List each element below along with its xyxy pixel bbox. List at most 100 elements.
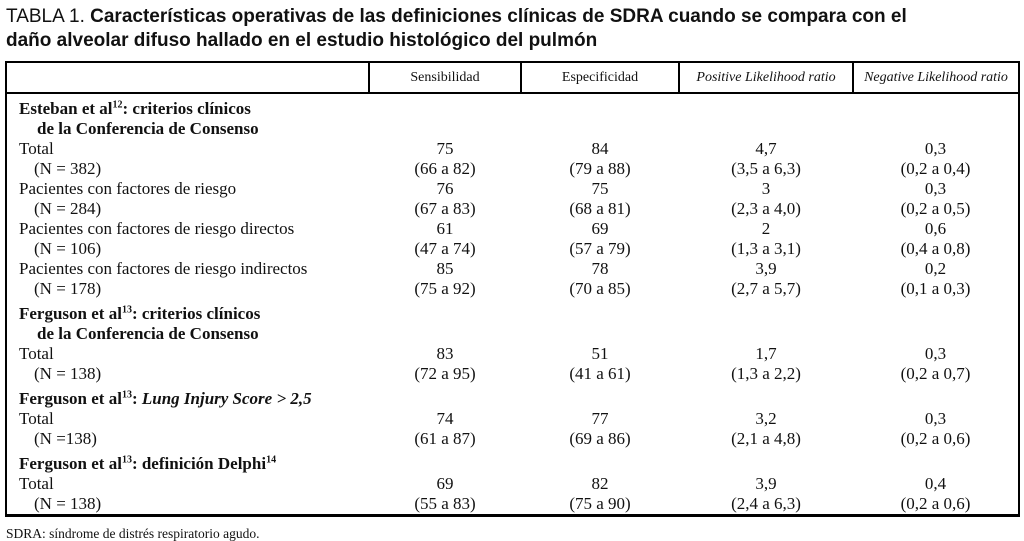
value-cell: 75 (66 a 82): [369, 139, 521, 179]
section-heading: Ferguson et al13: criterios clínicos de l…: [6, 299, 1019, 344]
confidence-interval: (0,2 a 0,5): [900, 199, 971, 218]
confidence-interval: (1,3 a 3,1): [731, 239, 801, 258]
point-estimate: 77: [591, 409, 609, 428]
value-cell: 61 (47 a 74): [369, 219, 521, 259]
table-row: Total (N = 138) 83 (72 a 95) 51 (41 a 61) 1,7(…: [6, 344, 1019, 384]
row-label-cell: Total (N =138): [6, 409, 369, 449]
point-estimate: 74: [436, 409, 454, 428]
value-cell: 69 (55 a 83): [369, 474, 521, 516]
confidence-interval: (47 a 74): [414, 239, 476, 258]
value-cell: 3 (2,3 a 4,0): [679, 179, 853, 219]
results-table: Sensibilidad Especificidad Positive Like…: [5, 61, 1020, 517]
point-estimate: 85: [436, 259, 454, 278]
row-label: Total: [19, 344, 54, 363]
table-caption-text: Características operativas de las defini…: [6, 6, 907, 51]
column-header-sensibilidad: Sensibilidad: [368, 62, 521, 94]
value-cell: 0,4 (0,2 a 0,6): [853, 474, 1019, 516]
confidence-interval: (0,2 a 0,4): [900, 159, 971, 178]
confidence-interval: (61 a 87): [414, 429, 476, 448]
confidence-interval: (79 a 88): [569, 159, 631, 178]
column-header-empty: [6, 62, 369, 94]
point-estimate: 4,7: [755, 139, 777, 158]
value-cell: 3,9 (2,7 a 5,7): [679, 259, 853, 299]
confidence-interval: (0,2 a 0,7): [900, 364, 971, 383]
row-label: Pacientes con factores de riesgo indirec…: [19, 259, 308, 278]
value-cell: 69 (57 a 79): [521, 219, 679, 259]
row-label-cell: Total (N = 138): [6, 344, 369, 384]
confidence-interval: (3,5 a 6,3): [731, 159, 801, 178]
point-estimate: 75: [591, 179, 609, 198]
row-label: Total: [19, 139, 54, 158]
table-row: Total (N =138) 74 (61 a 87) 77 (69 a 86) 3,2 (2…: [6, 409, 1019, 449]
table-caption: TABLA 1. Características operativas de l…: [0, 0, 971, 53]
point-estimate: 0,2: [924, 259, 947, 278]
row-n-count: (N = 284): [34, 199, 102, 218]
value-cell: 84 (79 a 88): [521, 139, 679, 179]
table-body: Esteban et al12: criterios clínicos de la…: [6, 93, 1019, 516]
confidence-interval: (67 a 83): [414, 199, 476, 218]
confidence-interval: (69 a 86): [569, 429, 631, 448]
value-cell: 76 (67 a 83): [369, 179, 521, 219]
point-estimate: 51: [591, 344, 609, 363]
value-cell: 0,3 (0,2 a 0,5): [853, 179, 1019, 219]
confidence-interval: (41 a 61): [569, 364, 631, 383]
point-estimate: 69: [436, 474, 454, 493]
confidence-interval: (55 a 83): [414, 494, 476, 513]
row-label-cell: Pacientes con factores de riesgo directo…: [6, 219, 369, 259]
row-n-count: (N = 178): [34, 279, 102, 298]
point-estimate: 3,9: [755, 259, 777, 278]
value-cell: 0,6 (0,4 a 0,8): [853, 219, 1019, 259]
column-header-negative-likelihood-ratio: Negative Likelihood ratio: [852, 62, 1019, 94]
value-cell: 51 (41 a 61): [521, 344, 679, 384]
table-header-row: Sensibilidad Especificidad Positive Like…: [6, 62, 1019, 94]
row-n-count: (N = 138): [34, 494, 102, 513]
section-heading-row: Ferguson et al13: definición Delphi14: [6, 449, 1019, 474]
value-cell: 4,7 (3,5 a 6,3): [679, 139, 853, 179]
value-cell: 85 (75 a 92): [369, 259, 521, 299]
point-estimate: 3: [761, 179, 771, 198]
row-n-count: (N = 106): [34, 239, 102, 258]
row-label: Pacientes con factores de riesgo: [19, 179, 237, 198]
value-cell: 77 (69 a 86): [521, 409, 679, 449]
row-label: Total: [19, 409, 54, 428]
row-label: Total: [19, 474, 54, 493]
point-estimate: 3,2: [755, 409, 777, 428]
row-n-count: (N = 382): [34, 159, 102, 178]
row-label-cell: Total (N = 382): [6, 139, 369, 179]
value-cell: 0,3 (0,2 a 0,6): [853, 409, 1019, 449]
confidence-interval: (2,1 a 4,8): [731, 429, 801, 448]
confidence-interval: (75 a 90): [569, 494, 631, 513]
value-cell: 0,2 (0,1 a 0,3): [853, 259, 1019, 299]
point-estimate: 82: [591, 474, 609, 493]
section-heading: Esteban et al12: criterios clínicos de la…: [6, 93, 1019, 139]
point-estimate: 83: [436, 344, 454, 363]
confidence-interval: (1,3 a 2,2): [731, 364, 801, 383]
table-row: Pacientes con factores de riesgo indirec…: [6, 259, 1019, 299]
section-heading-row: Ferguson et al13: criterios clínicos de l…: [6, 299, 1019, 344]
point-estimate: 61: [436, 219, 454, 238]
table-row: Total (N = 138) 69 (55 a 83) 82 (75 a 90) 3,9(…: [6, 474, 1019, 516]
value-cell: 0,3 (0,2 a 0,7): [853, 344, 1019, 384]
section-heading-line2: de la Conferencia de Consenso: [37, 119, 259, 138]
point-estimate: 76: [436, 179, 454, 198]
confidence-interval: (0,2 a 0,6): [900, 494, 971, 513]
point-estimate: 78: [591, 259, 609, 278]
section-heading: Ferguson et al13: Lung Injury Score > 2,…: [19, 389, 312, 408]
table-row: Pacientes con factores de riesgo (N = 284…: [6, 179, 1019, 219]
point-estimate: 0,6: [924, 219, 947, 238]
column-header-especificidad: Especificidad: [520, 62, 679, 94]
value-cell: 3,9 (2,4 a 6,3): [679, 474, 853, 516]
value-cell: 1,7 (1,3 a 2,2): [679, 344, 853, 384]
table-row: Pacientes con factores de riesgo directo…: [6, 219, 1019, 259]
point-estimate: 0,3: [924, 409, 947, 428]
table-footnote: SDRA: síndrome de distrés respiratorio a…: [6, 526, 260, 541]
confidence-interval: (72 a 95): [414, 364, 476, 383]
section-heading-row: Esteban et al12: criterios clínicos de la…: [6, 93, 1019, 139]
confidence-interval: (68 a 81): [569, 199, 631, 218]
value-cell: 74 (61 a 87): [369, 409, 521, 449]
value-cell: 3,2 (2,1 a 4,8): [679, 409, 853, 449]
row-n-count: (N =138): [34, 429, 97, 448]
value-cell: 78 (70 a 85): [521, 259, 679, 299]
confidence-interval: (75 a 92): [414, 279, 476, 298]
value-cell: 75 (68 a 81): [521, 179, 679, 219]
